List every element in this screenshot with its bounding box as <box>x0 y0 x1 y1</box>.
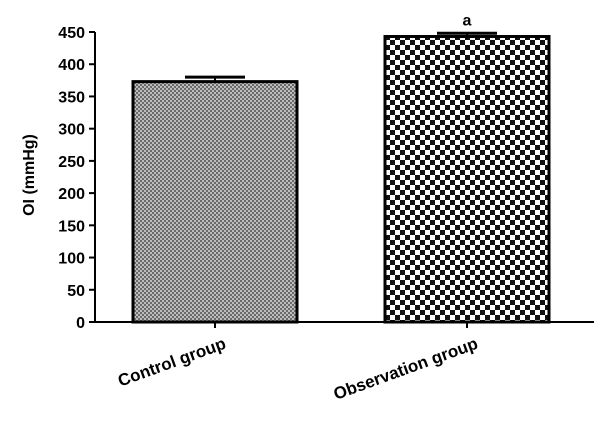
y-axis-label: OI (mmHg) <box>21 134 38 216</box>
y-tick-label: 100 <box>58 251 85 268</box>
y-tick-label: 400 <box>58 57 85 74</box>
y-tick-label: 250 <box>58 154 85 171</box>
x-category-label: Control group <box>115 334 228 391</box>
y-tick-label: 200 <box>58 186 85 203</box>
significance-label: a <box>463 12 472 29</box>
y-tick-label: 350 <box>58 89 85 106</box>
y-tick-label: 450 <box>58 25 85 42</box>
x-category-label: Observation group <box>331 334 480 404</box>
y-tick-label: 150 <box>58 218 85 235</box>
y-tick-label: 300 <box>58 122 85 139</box>
bar-control-group <box>131 80 299 324</box>
y-tick-label: 0 <box>76 315 85 332</box>
bar-observation-group <box>383 35 551 324</box>
y-tick-label: 50 <box>67 283 85 300</box>
